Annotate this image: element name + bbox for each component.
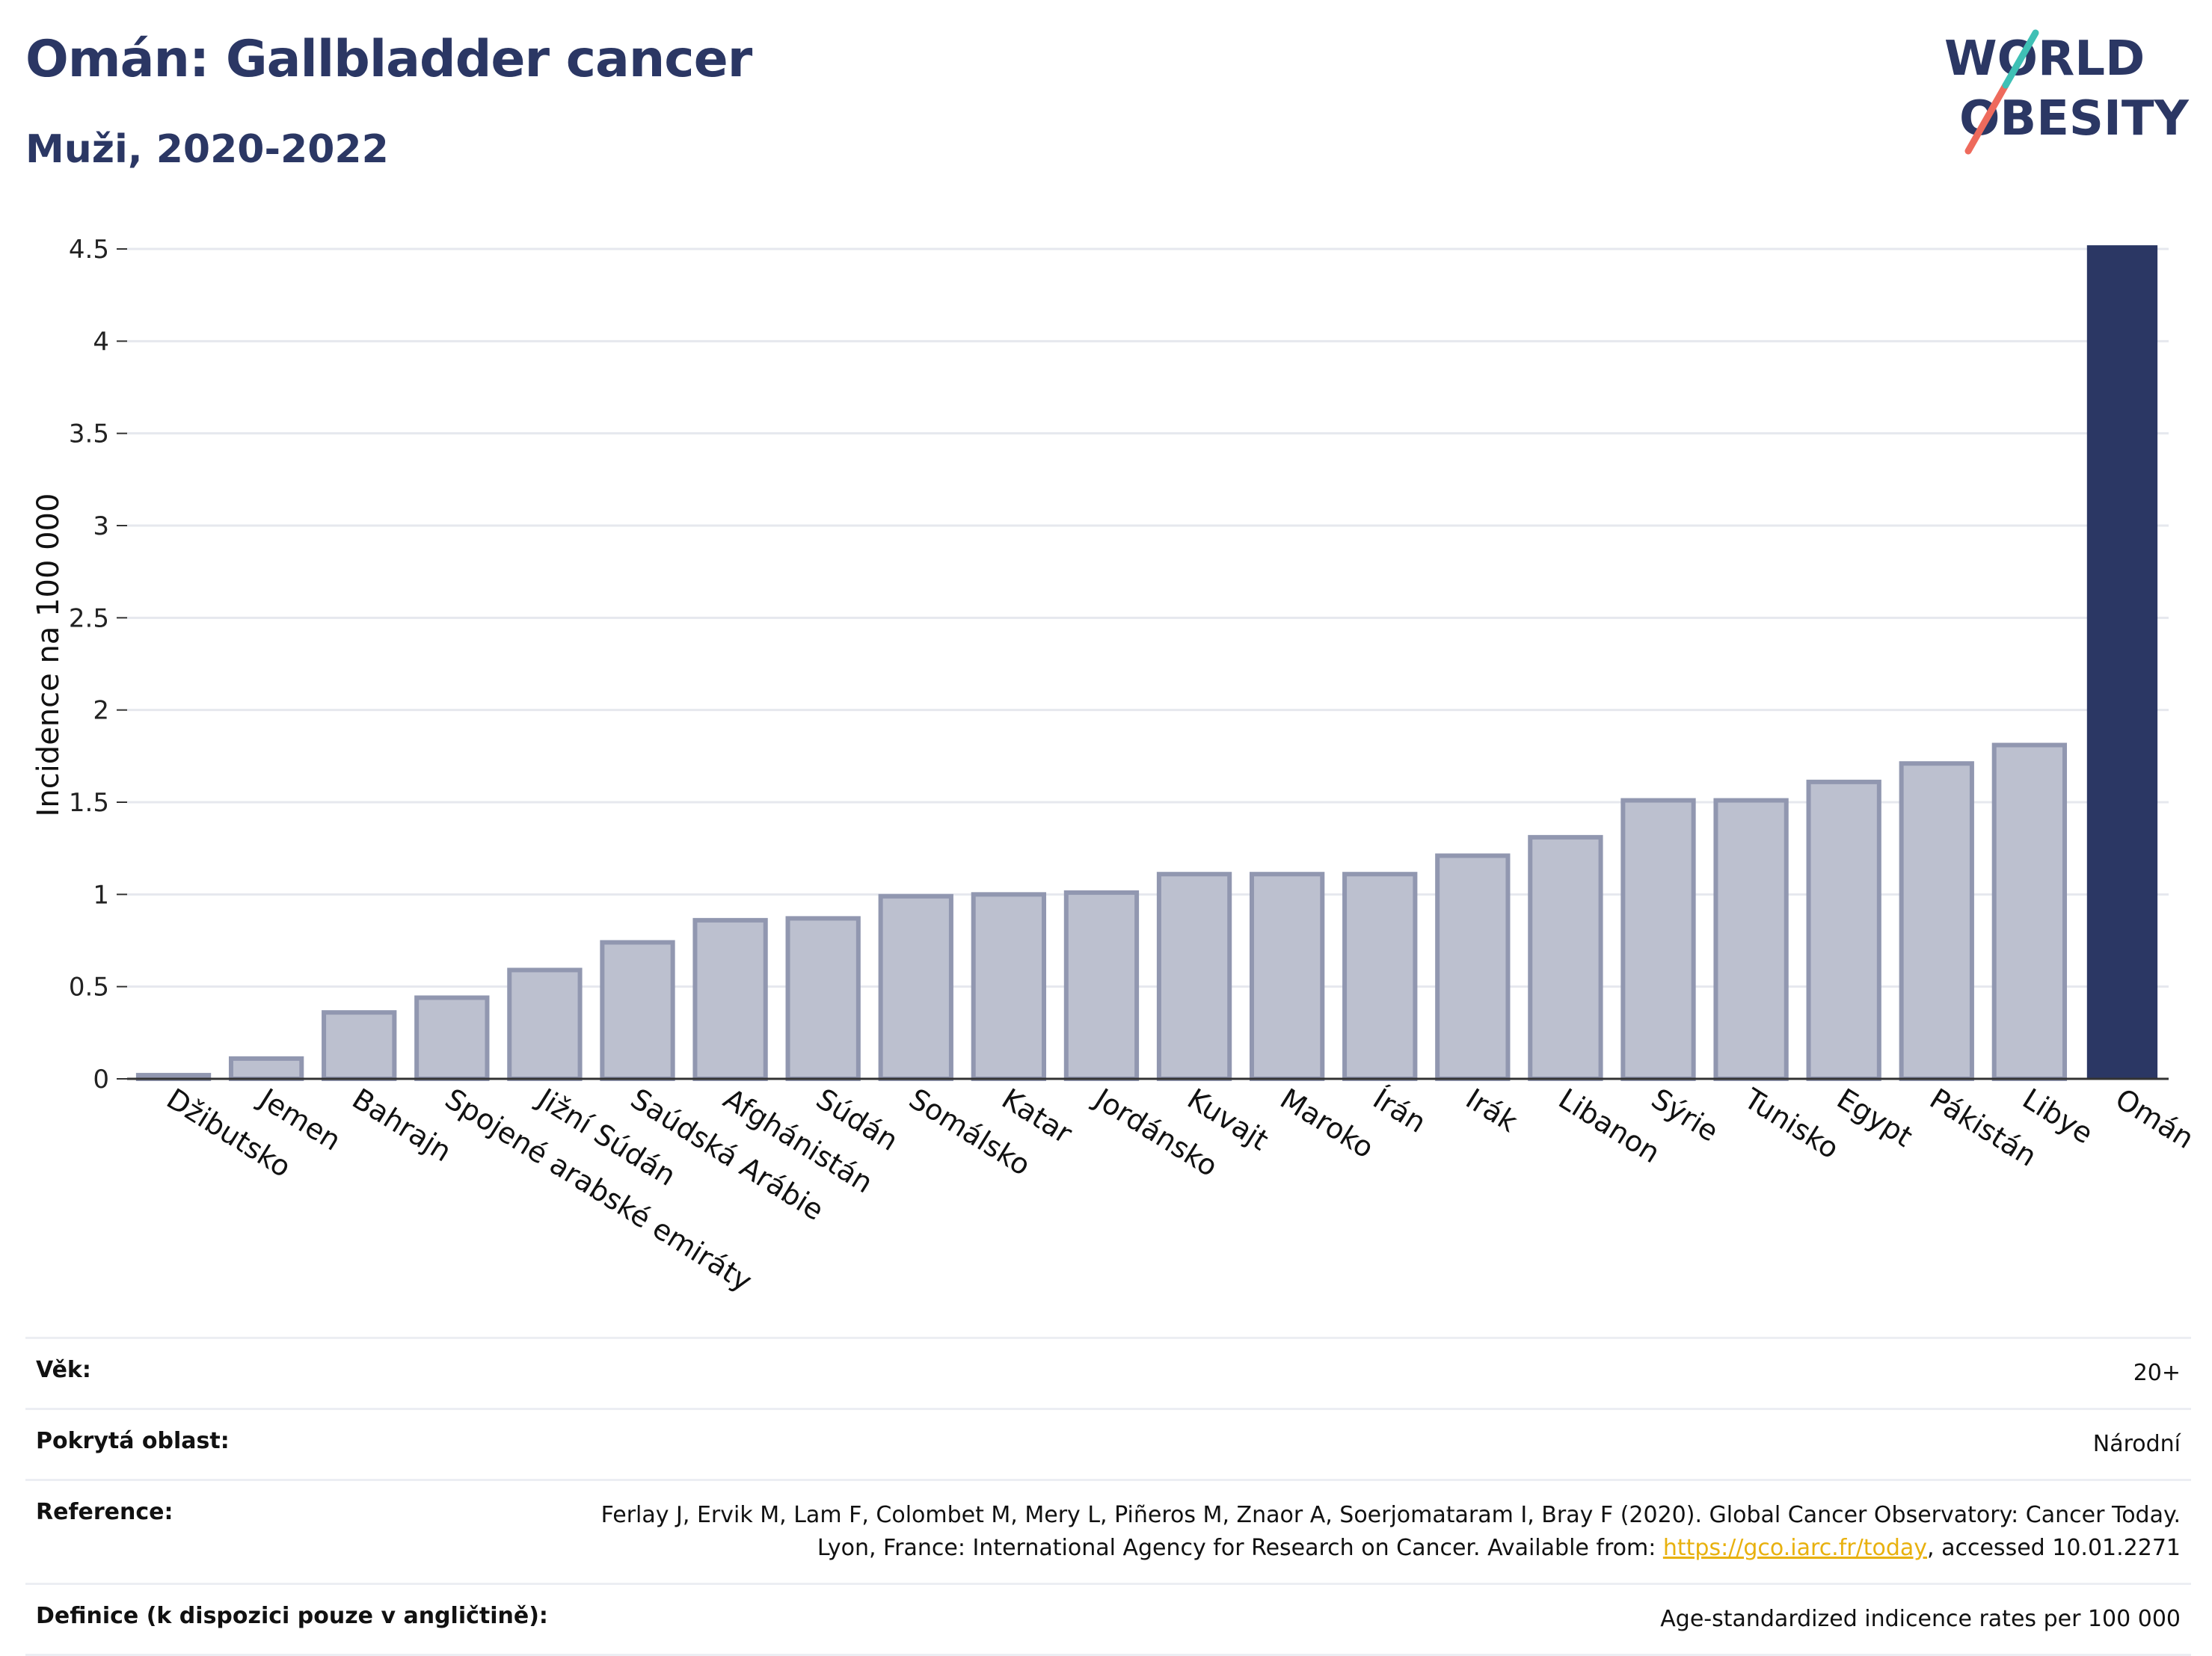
x-tick-label: Irák [1460,1082,1523,1139]
bar [1249,872,1325,1081]
age-label: Věk: [36,1357,91,1383]
x-tick-label: Tunisko [1738,1082,1845,1166]
y-tick-label: 0.5 [69,973,109,1003]
age-value: 20+ [2133,1360,2181,1386]
x-tick-label: Omán [2110,1082,2199,1155]
bar [1806,779,1881,1082]
y-tick-label: 0 [93,1065,109,1095]
bar [414,995,490,1082]
bar [692,917,768,1082]
definition-value: Age-standardized indicence rates per 100… [1660,1606,2181,1632]
x-tick-label: Egypt [1831,1082,1918,1153]
x-tick-label: Írán [1367,1082,1431,1139]
info-row-age: Věk: 20+ [25,1337,2191,1408]
y-tick-label: 1 [93,880,109,910]
bar [2086,245,2158,1080]
info-table: Věk: 20+ Pokrytá oblast: Národní Referen… [25,1337,2191,1656]
reference-text: Ferlay J, Ervik M, Lam F, Colombet M, Me… [600,1502,2181,1561]
info-row-area: Pokrytá oblast: Národní [25,1408,2191,1479]
definition-label: Definice (k dispozici pouze v angličtině… [36,1603,548,1629]
bar [228,1056,304,1082]
reference-link[interactable]: https://gco.iarc.fr/today [1662,1535,1928,1561]
bar [1435,853,1511,1081]
bar [1991,742,2068,1081]
reference-suffix: , accessed 10.01.2271 [1927,1535,2181,1561]
logo-slash-teal [2002,29,2039,89]
bar [322,1010,397,1081]
bar [878,893,953,1082]
y-tick-label: 2.5 [69,603,109,633]
y-tick-label: 3 [93,511,109,541]
reference-label: Reference: [36,1499,173,1525]
bar [971,892,1047,1082]
info-row-definition: Definice (k dispozici pouze v angličtině… [25,1583,2191,1656]
area-label: Pokrytá oblast: [36,1428,230,1454]
x-tick-label: Maroko [1274,1082,1379,1164]
y-tick-label: 4.5 [69,235,109,265]
bar [600,940,675,1082]
y-axis-label: Incidence na 100 000 [31,493,66,817]
bar [1620,798,1696,1081]
logo-slash-red [1964,81,2009,155]
chart-title: Omán: Gallbladder cancer [25,30,752,89]
chart-subtitle: Muži, 2020-2022 [25,127,389,172]
bar [1342,872,1418,1081]
reference-value: Ferlay J, Ervik M, Lam F, Colombet M, Me… [595,1499,2181,1565]
bars [135,245,2158,1082]
y-tick-label: 1.5 [69,788,109,818]
logo-text-world: WORLD [1944,31,2145,87]
bar [507,967,583,1082]
y-tick-label: 2 [93,696,109,726]
bar [1713,798,1789,1081]
bar [1156,872,1232,1081]
bar [1528,834,1603,1082]
world-obesity-logo: WORLD OBESITY [1944,29,2189,155]
bar [1063,890,1140,1082]
x-tick-label: Libanon [1553,1082,1666,1169]
y-tick-label: 3.5 [69,419,109,449]
bar [1899,761,1974,1081]
bar [785,916,861,1082]
x-tick-label: Bahrajn [346,1082,457,1168]
x-tick-label: Pákistán [1924,1082,2042,1173]
info-row-reference: Reference: Ferlay J, Ervik M, Lam F, Col… [25,1479,2191,1583]
y-tick-label: 4 [93,327,109,357]
area-value: Národní [2092,1431,2181,1457]
y-axis-ticks: 0 0.5 1 1.5 2 2.5 3 3.5 4 4.5 [69,235,127,1095]
